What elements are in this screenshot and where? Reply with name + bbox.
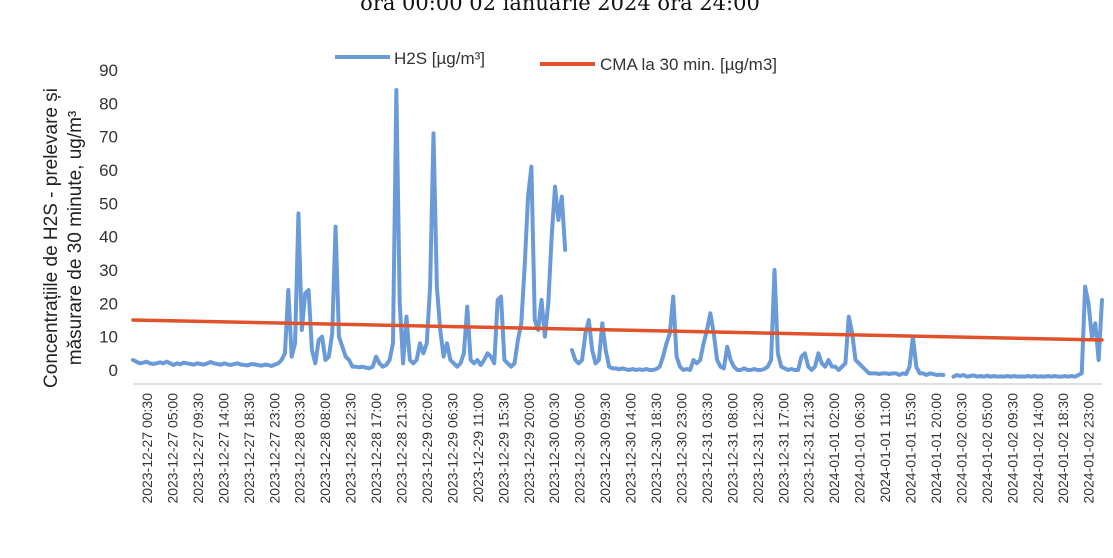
legend-label-cma: CMA la 30 min. [µg/m3] — [600, 55, 777, 74]
legend-label-h2s: H2S [µg/m³] — [394, 49, 485, 68]
x-tick-label: 2023-12-30 09:30 — [597, 393, 613, 504]
y-axis-title-line1: Concentrațiile de H2S - prelevare și — [41, 88, 62, 388]
x-tick-label: 2023-12-29 20:00 — [521, 393, 537, 504]
x-tick-label: 2023-12-31 08:00 — [724, 393, 740, 504]
x-tick-label: 2023-12-31 03:30 — [699, 393, 715, 504]
x-tick-label: 2024-01-02 09:30 — [1004, 393, 1020, 504]
y-tick-label-0: 0 — [109, 361, 118, 380]
x-tick-label: 2023-12-28 12:30 — [343, 393, 359, 504]
x-tick-label: 2023-12-27 14:00 — [215, 393, 231, 504]
y-tick-label-50: 50 — [99, 194, 118, 213]
x-tick-label: 2024-01-02 14:00 — [1030, 393, 1046, 504]
x-tick-label: 2024-01-01 02:00 — [826, 393, 842, 504]
y-axis-title-line2: măsurare de 30 minute, ug/m³ — [65, 111, 86, 366]
x-tick-label: 2024-01-01 06:30 — [852, 393, 868, 504]
series-line-h2s-1 — [131, 88, 568, 371]
y-tick-label-30: 30 — [99, 261, 118, 280]
x-tick-label: 2024-01-02 23:00 — [1081, 393, 1097, 504]
y-tick-label-10: 10 — [99, 328, 118, 347]
x-tick-label: 2023-12-29 02:00 — [419, 393, 435, 504]
x-tick-label: 2024-01-02 00:30 — [953, 393, 969, 504]
x-tick-label: 2024-01-01 15:30 — [903, 393, 919, 504]
series-line-h2s-2 — [569, 268, 946, 377]
x-tick-label: 2023-12-28 03:30 — [292, 393, 308, 504]
x-tick-label: 2023-12-28 21:30 — [394, 393, 410, 504]
y-tick-label-60: 60 — [99, 161, 118, 180]
x-tick-label: 2023-12-28 17:00 — [368, 393, 384, 504]
x-tick-label: 2023-12-29 11:00 — [470, 393, 486, 503]
x-tick-label: 2023-12-30 05:00 — [572, 393, 588, 504]
y-tick-label-70: 70 — [99, 128, 118, 147]
x-tick-label: 2023-12-30 00:30 — [546, 393, 562, 504]
x-tick-label: 2023-12-31 12:30 — [750, 393, 766, 504]
chart-title: ora 00:00 02 ianuarie 2024 ora 24:00 — [360, 0, 760, 15]
series-line-h2s-3 — [951, 284, 1104, 379]
x-tick-label: 2023-12-30 14:00 — [623, 393, 639, 504]
series-group — [131, 88, 1104, 379]
x-tick-label: 2023-12-29 15:30 — [495, 393, 511, 504]
x-tick-label: 2023-12-27 00:30 — [139, 393, 155, 504]
x-tick-label: 2024-01-01 20:00 — [928, 393, 944, 504]
x-tick-label: 2023-12-30 18:30 — [648, 393, 664, 504]
x-tick-label: 2023-12-27 09:30 — [190, 393, 206, 504]
y-axis-title: Concentrațiile de H2S - prelevare și măs… — [41, 88, 86, 388]
y-tick-label-40: 40 — [99, 228, 118, 247]
x-tick-label: 2023-12-30 23:00 — [673, 393, 689, 504]
x-tick-label: 2024-01-02 05:00 — [979, 393, 995, 504]
x-tick-label: 2023-12-27 18:30 — [241, 393, 257, 504]
x-tick-label: 2024-01-02 18:30 — [1055, 393, 1071, 504]
x-tick-label: 2024-01-01 11:00 — [877, 393, 893, 503]
x-tick-label: 2023-12-27 23:00 — [266, 393, 282, 504]
y-tick-label-90: 90 — [99, 61, 118, 80]
y-tick-label-20: 20 — [99, 294, 118, 313]
x-tick-label: 2023-12-31 21:30 — [801, 393, 817, 504]
x-tick-label: 2023-12-27 05:00 — [164, 393, 180, 504]
series-line-cma — [131, 318, 1104, 342]
y-tick-label-80: 80 — [99, 94, 118, 113]
x-tick-label: 2023-12-28 08:00 — [317, 393, 333, 504]
x-tick-label: 2023-12-29 06:30 — [444, 393, 460, 504]
legend: H2S [µg/m³] CMA la 30 min. [µg/m3] — [335, 49, 777, 74]
x-tick-label: 2023-12-31 17:00 — [775, 393, 791, 504]
x-axis-ticks: 2023-12-27 00:30 2023-12-27 05:00 2023-12-… — [139, 393, 1097, 504]
y-axis-ticks: 0 10 20 30 40 50 60 70 80 90 — [99, 61, 118, 380]
